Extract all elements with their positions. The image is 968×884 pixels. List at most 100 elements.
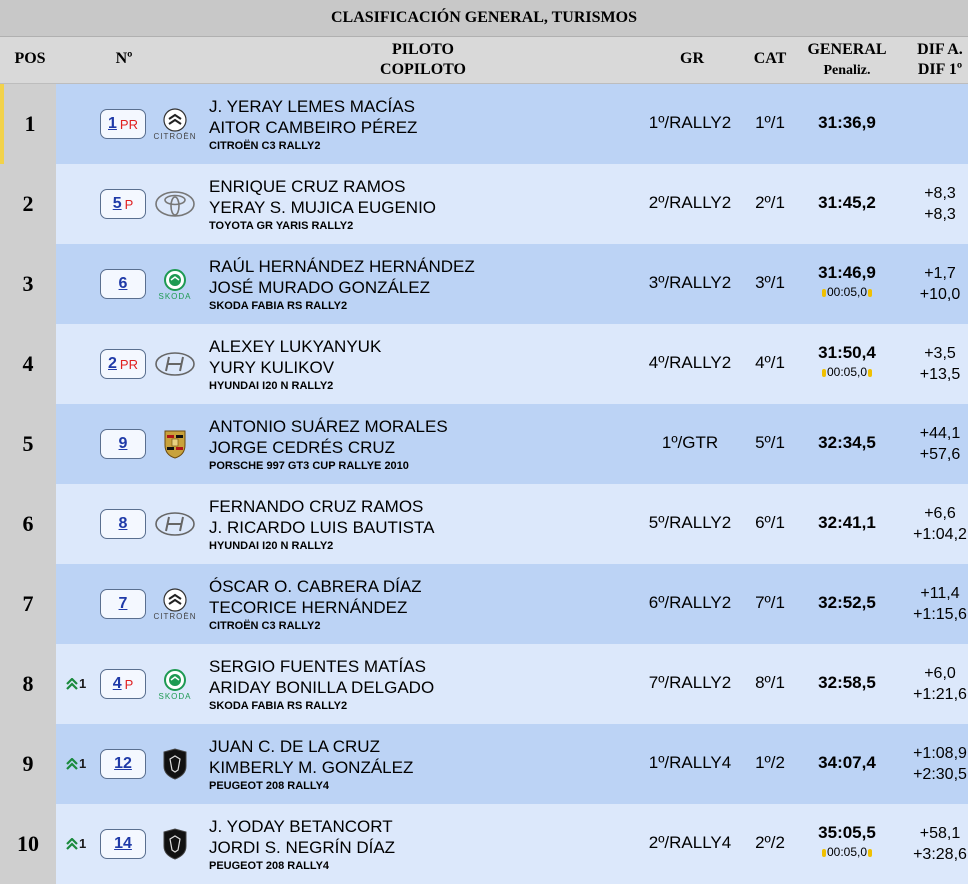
peugeot-logo-icon <box>152 744 198 784</box>
position-cell: 4 <box>0 324 56 404</box>
car-number-badge[interactable]: 14 <box>100 829 146 859</box>
skoda-logo-icon: SKODA <box>152 264 198 304</box>
table-row: 4 2 PR ALEXEY LUKYANYUK YURY KULIKOV HYUNDAI … <box>0 324 968 404</box>
page-title: CLASIFICACIÓN GENERAL, TURISMOS <box>0 0 968 37</box>
header-general-label: GENERAL <box>807 41 887 58</box>
diff-cell: +44,1 +57,6 <box>904 423 968 465</box>
car-number-link[interactable]: 9 <box>118 435 128 452</box>
position-cell: 6 <box>0 484 56 564</box>
hyundai-logo-icon <box>152 504 198 544</box>
car-model: CITROËN C3 RALLY2 <box>209 140 321 152</box>
car-number-badge[interactable]: 2 PR <box>100 349 146 379</box>
car-number-badge[interactable]: 6 <box>100 269 146 299</box>
car-model: CITROËN C3 RALLY2 <box>209 620 321 632</box>
car-model: SKODA FABIA RS RALLY2 <box>209 300 348 312</box>
codriver-name: J. RICARDO LUIS BAUTISTA <box>209 518 435 537</box>
general-cell: 31:50,4 00:05,0 <box>798 343 896 379</box>
group-cell: 1º/RALLY4 <box>648 753 732 772</box>
position-cell: 7 <box>0 564 56 644</box>
car-number-link[interactable]: 1 <box>108 115 117 132</box>
penalty-value: 00:05,0 <box>826 845 868 859</box>
diff-first: +10,0 <box>919 286 961 303</box>
results-table: 1 1 PR CITROËN J. YERAY LEMES MACÍAS AITOR CA… <box>0 84 968 884</box>
position-cell: 3 <box>0 244 56 324</box>
diff-first: +2:30,5 <box>913 766 967 783</box>
category-cell: 1º/2 <box>755 753 785 772</box>
table-row: 10 1 14 J. YODAY BETANCORT JORDI S. NEGRÍN D… <box>0 804 968 884</box>
diff-prev: +11,4 <box>920 585 960 602</box>
table-row: 7 7 CITROËN ÓSCAR O. CABRERA DÍAZ TECORICE H… <box>0 564 968 644</box>
driver-name: JUAN C. DE LA CRUZ <box>209 737 380 756</box>
car-number-link[interactable]: 12 <box>114 755 132 772</box>
brand-wordmark: SKODA <box>158 691 192 701</box>
car-model: PEUGEOT 208 RALLY4 <box>209 860 330 872</box>
position-cell: 5 <box>0 404 56 484</box>
driver-name: ALEXEY LUKYANYUK <box>209 337 382 356</box>
car-number-badge[interactable]: 8 <box>100 509 146 539</box>
diff-prev: +44,1 <box>919 425 961 442</box>
driver-name: ENRIQUE CRUZ RAMOS <box>209 177 406 196</box>
position-gain: 1 <box>66 676 86 691</box>
diff-first: +1:15,6 <box>913 606 967 623</box>
group-cell: 6º/RALLY2 <box>648 593 732 612</box>
car-number-link[interactable]: 14 <box>114 835 132 852</box>
double-chevron-up-icon <box>66 757 78 770</box>
car-number-badge[interactable]: 1 PR <box>100 109 146 139</box>
double-chevron-up-icon <box>66 837 78 850</box>
diff-prev: +6,6 <box>924 505 956 522</box>
penalty-value: 00:05,0 <box>826 365 868 379</box>
codriver-name: JOSÉ MURADO GONZÁLEZ <box>209 278 431 297</box>
driver-name: SERGIO FUENTES MATÍAS <box>209 657 426 676</box>
diff-cell: +1,7 +10,0 <box>904 263 968 305</box>
diff-cell: +8,3 +8,3 <box>904 183 968 225</box>
header-group: GR <box>680 50 704 67</box>
position-gain-value: 1 <box>79 676 87 691</box>
codriver-name: AITOR CAMBEIRO PÉREZ <box>209 118 418 137</box>
diff-cell: +11,4 +1:15,6 <box>904 583 968 625</box>
crew-cell: ALEXEY LUKYANYUK YURY KULIKOV HYUNDAI I20 … <box>209 336 381 394</box>
car-number-link[interactable]: 2 <box>108 355 117 372</box>
car-number-badge[interactable]: 12 <box>100 749 146 779</box>
general-time: 32:58,5 <box>818 673 876 692</box>
car-model: SKODA FABIA RS RALLY2 <box>209 700 348 712</box>
car-number-link[interactable]: 5 <box>112 195 122 212</box>
position-gain: 1 <box>66 756 86 771</box>
codriver-name: TECORICE HERNÁNDEZ <box>209 598 408 617</box>
priority-tag: P <box>124 196 134 212</box>
general-time: 34:07,4 <box>818 753 876 772</box>
group-cell: 5º/RALLY2 <box>648 513 732 532</box>
car-number-link[interactable]: 6 <box>118 275 128 292</box>
codriver-name: ARIDAY BONILLA DELGADO <box>209 678 435 697</box>
diff-first: +1:04,2 <box>913 526 967 543</box>
car-number-link[interactable]: 4 <box>112 675 122 692</box>
car-number-badge[interactable]: 9 <box>100 429 146 459</box>
group-cell: 3º/RALLY2 <box>648 273 732 292</box>
general-time: 32:34,5 <box>818 433 876 452</box>
codriver-name: KIMBERLY M. GONZÁLEZ <box>209 758 414 777</box>
header-copilot-label: COPILOTO <box>380 61 466 78</box>
category-cell: 5º/1 <box>755 433 785 452</box>
position-gain-value: 1 <box>79 836 87 851</box>
car-model: HYUNDAI I20 N RALLY2 <box>209 380 334 392</box>
car-number-badge[interactable]: 7 <box>100 589 146 619</box>
diff-prev: +1,7 <box>924 265 956 282</box>
priority-tag: PR <box>119 356 138 372</box>
category-cell: 7º/1 <box>755 593 785 612</box>
diff-first: +1:21,6 <box>913 686 967 703</box>
diff-first: +13,5 <box>919 366 961 383</box>
driver-name: J. YODAY BETANCORT <box>209 817 393 836</box>
car-number-link[interactable]: 7 <box>118 595 128 612</box>
crew-cell: ENRIQUE CRUZ RAMOS YERAY S. MUJICA EUGENI… <box>209 176 436 234</box>
car-number-link[interactable]: 8 <box>118 515 128 532</box>
diff-prev: +8,3 <box>924 185 956 202</box>
diff-cell <box>904 103 968 124</box>
diff-cell: +3,5 +13,5 <box>904 343 968 385</box>
crew-cell: JUAN C. DE LA CRUZ KIMBERLY M. GONZÁLEZ PE… <box>209 736 413 794</box>
codriver-name: JORDI S. NEGRÍN DÍAZ <box>209 838 396 857</box>
group-cell: 1º/RALLY2 <box>648 113 732 132</box>
driver-name: RAÚL HERNÁNDEZ HERNÁNDEZ <box>209 257 475 276</box>
header-diff-prev-label: DIF A. <box>917 41 963 58</box>
